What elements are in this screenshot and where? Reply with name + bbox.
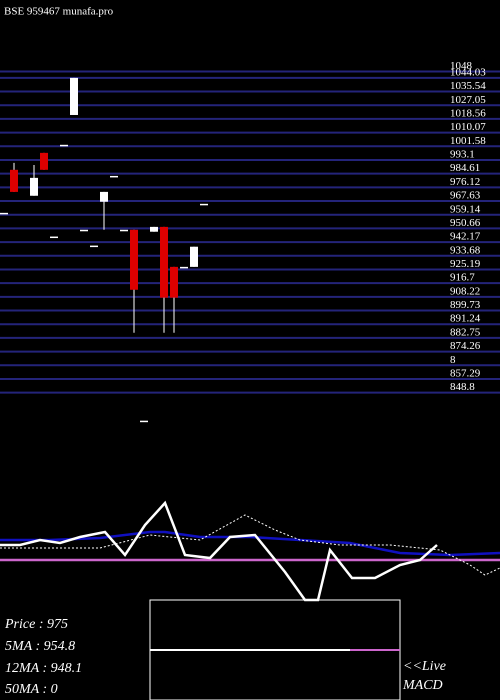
candle-body	[160, 226, 168, 298]
candle-body	[40, 152, 48, 170]
indicator-line	[0, 530, 500, 557]
chart-title: BSE 959467 munafa.pro	[4, 6, 114, 18]
y-tick-label: 967.63	[450, 190, 481, 202]
candle-body	[140, 420, 148, 423]
stat: 12MA : 948.1	[5, 661, 82, 676]
stat: 50MA : 0	[5, 682, 58, 697]
indicator-line	[0, 514, 500, 576]
y-tick-label: 1010.07	[450, 121, 486, 133]
y-tick-label: 8	[450, 354, 456, 366]
candle-body	[80, 229, 88, 232]
y-tick-label: 916.7	[450, 272, 475, 284]
y-tick-label: 993.1	[450, 148, 475, 160]
y-tick-label: 908.22	[450, 285, 480, 297]
stat: 5MA : 954.8	[5, 639, 75, 654]
candle-body	[200, 203, 208, 206]
y-tick-label: 1001.58	[450, 135, 486, 147]
y-tick-label: 950.66	[450, 217, 481, 229]
stat: Price : 975	[4, 617, 68, 632]
macd-label: MACD	[402, 678, 443, 693]
y-tick-label: 942.17	[450, 231, 481, 243]
candle-body	[10, 169, 18, 192]
candle-body	[60, 144, 68, 147]
candle-body	[170, 266, 178, 298]
y-tick-label: 848.8	[450, 381, 475, 393]
indicator-line	[0, 500, 438, 602]
y-tick-label: 933.68	[450, 244, 481, 256]
y-tick-label: 1044.03	[450, 66, 486, 78]
candle-body	[50, 236, 58, 239]
candle-body	[90, 245, 98, 248]
y-tick-label: 1035.54	[450, 80, 486, 92]
macd-label: <<Live	[403, 659, 446, 674]
y-tick-label: 899.73	[450, 299, 481, 311]
candle-body	[190, 246, 198, 267]
y-tick-label: 925.19	[450, 258, 481, 270]
candle-body	[120, 229, 128, 232]
candle-body	[110, 175, 118, 178]
candle-body	[0, 212, 8, 215]
y-tick-label: 984.61	[450, 162, 480, 174]
y-tick-label: 976.12	[450, 176, 480, 188]
candle-body	[30, 177, 38, 196]
y-tick-label: 891.24	[450, 313, 481, 325]
y-tick-label: 1048	[450, 60, 473, 72]
y-tick-label: 874.26	[450, 340, 481, 352]
candle-body	[100, 191, 108, 202]
y-tick-label: 882.75	[450, 326, 481, 338]
candle-body	[70, 77, 78, 115]
candle-body	[150, 226, 158, 232]
y-tick-label: 1027.05	[450, 94, 486, 106]
y-tick-label: 959.14	[450, 203, 481, 215]
candle-body	[130, 229, 138, 290]
candle-body	[180, 266, 188, 269]
y-tick-label: 1018.56	[450, 107, 486, 119]
y-tick-label: 857.29	[450, 367, 481, 379]
